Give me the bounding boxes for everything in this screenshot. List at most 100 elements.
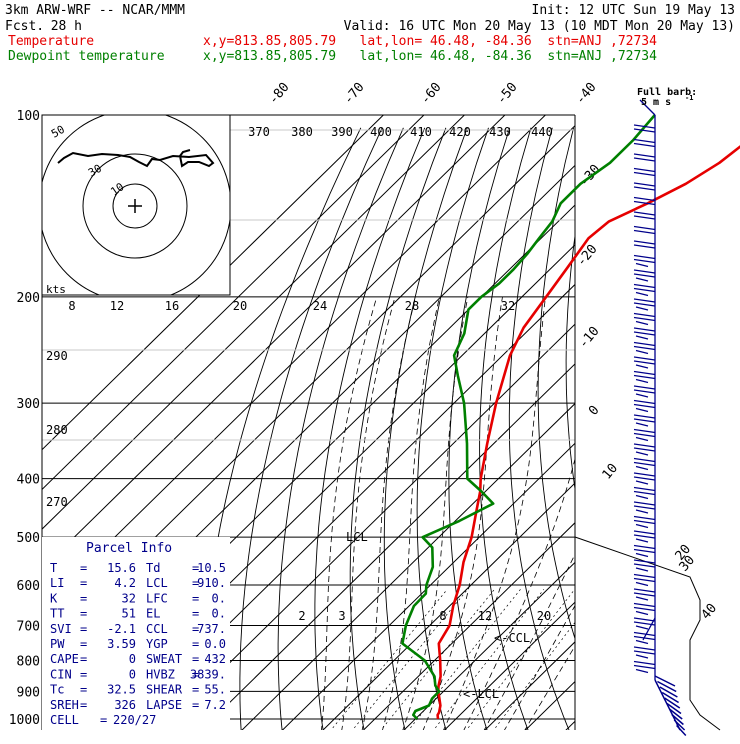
dry-adiabat [718, 128, 740, 732]
barb-feather [633, 196, 656, 202]
wind-barbs [633, 99, 687, 737]
parcel-value: 737. [197, 622, 226, 636]
barb-feather [633, 316, 656, 322]
hodograph-ring-label-10: 10 [108, 180, 126, 198]
dry-adiabat [349, 127, 447, 730]
dewpoint-trace [401, 114, 656, 720]
parcel-label: LCL [146, 576, 168, 590]
barb-feather [666, 702, 682, 715]
barb-feather [635, 494, 649, 500]
theta-label: 370 [248, 125, 270, 139]
parcel-value: 10.5 [197, 561, 226, 575]
barb-feather [635, 364, 649, 369]
isotherm-line [42, 115, 506, 570]
theta-label: 390 [331, 125, 353, 139]
pressure-tick-label: 500 [17, 531, 40, 546]
parcel-value: 3.59 [107, 637, 136, 651]
barb-feather [633, 559, 656, 564]
isotherm-line [42, 115, 546, 610]
isotherm-line [443, 601, 575, 730]
isotherm-label: -80 [266, 80, 293, 108]
barb-feather [633, 124, 656, 129]
barb-feather [635, 509, 649, 514]
parcel-value: 55. [204, 683, 226, 697]
moist-adiabat [361, 296, 416, 730]
parcel-label: LI [50, 576, 64, 590]
dry-adiabat [239, 127, 383, 730]
barb-feather [635, 436, 649, 442]
pressure-tick-label: 300 [17, 397, 40, 412]
theta-label: 380 [291, 125, 313, 139]
barb-feather [635, 451, 649, 456]
barb-feather [633, 157, 656, 162]
parcel-label: TT [50, 607, 64, 621]
barb-feather [633, 200, 656, 206]
barb-feather [633, 457, 656, 463]
theta-label: 280 [46, 423, 68, 437]
parcel-label: LFC [146, 591, 168, 605]
hodograph-ring-label-50: 50 [49, 123, 67, 141]
barb-feather [633, 544, 656, 550]
lcl-marker-surface: <-LCL [463, 687, 499, 701]
barb-feather [633, 153, 656, 158]
moist-adiabat [463, 457, 575, 730]
barb-feather [635, 480, 649, 485]
parcel-equals: = [80, 667, 87, 681]
barb-feather [635, 320, 649, 326]
speed-tick: 32 [501, 299, 515, 313]
barb-feather [633, 287, 656, 293]
barb-feather [633, 374, 656, 380]
barb-feather [635, 668, 649, 674]
hodograph: 50 30 10 kts [41, 114, 231, 296]
parcel-label: HVBZ [146, 667, 175, 681]
isotherm-label: -40 [573, 80, 600, 108]
barb-feather [635, 552, 649, 558]
barb-feather [633, 186, 656, 191]
barb-feather [633, 461, 656, 467]
theta-label: 400 [370, 125, 392, 139]
parcel-info-panel: Parcel Info T = 15.6 Td =10.5LI = 4.2 LCL =910.K… [42, 537, 230, 730]
speed-scale: 8 12 16 20 24 28 32 [68, 299, 515, 313]
barb-feather [633, 269, 656, 274]
dry-adiabat [508, 127, 570, 730]
dry-adiabat [593, 128, 693, 732]
parcel-label: T [50, 561, 57, 575]
barb-feather [633, 660, 656, 666]
ccl-marker: <-CCL [494, 631, 530, 645]
barb-feather [635, 422, 649, 427]
barb-feather [633, 548, 656, 554]
isotherm-label: -70 [341, 80, 368, 108]
moist-adiabat [341, 296, 396, 730]
parcel-value: 7.2 [204, 698, 226, 712]
barb-feather [633, 244, 656, 249]
isotherm-line [403, 561, 575, 730]
dewpoint-location: x,y=813.85,805.79 lat,lon= 46.48, -84.36… [203, 49, 657, 64]
header: 3km ARW-WRF -- NCAR/MMM Init: 12 UTC Sun… [5, 3, 735, 64]
barb-feather [635, 277, 649, 282]
barb-feather [633, 490, 656, 496]
hodograph-frame [41, 114, 231, 296]
isotherm-line [322, 482, 575, 730]
background-grid [42, 115, 740, 732]
mixing-ratio-label: 12 [478, 609, 492, 623]
theta-label: 430 [489, 125, 511, 139]
speed-tick: 20 [233, 299, 247, 313]
moist-adiabat [443, 296, 546, 730]
parcel-value: 4.2 [114, 576, 136, 590]
barb-feather [633, 534, 656, 539]
barb-feather [633, 138, 656, 144]
barb-feather [633, 225, 656, 231]
dry-adiabat [416, 127, 489, 730]
moist-adiabat [402, 296, 469, 730]
mixing-ratio-label: 8 [439, 609, 446, 623]
barb-feather [633, 631, 656, 637]
barb-feather [633, 577, 656, 583]
pressure-tick-label: 100 [17, 109, 40, 124]
isotherm-line [281, 442, 575, 730]
dry-adiabat [314, 127, 426, 730]
barb-feather [635, 465, 649, 471]
mixing-ratio-label: 3 [338, 609, 345, 623]
barb-feather [633, 588, 656, 593]
isotherm-line [241, 402, 575, 730]
parcel-value: 15.6 [107, 561, 136, 575]
